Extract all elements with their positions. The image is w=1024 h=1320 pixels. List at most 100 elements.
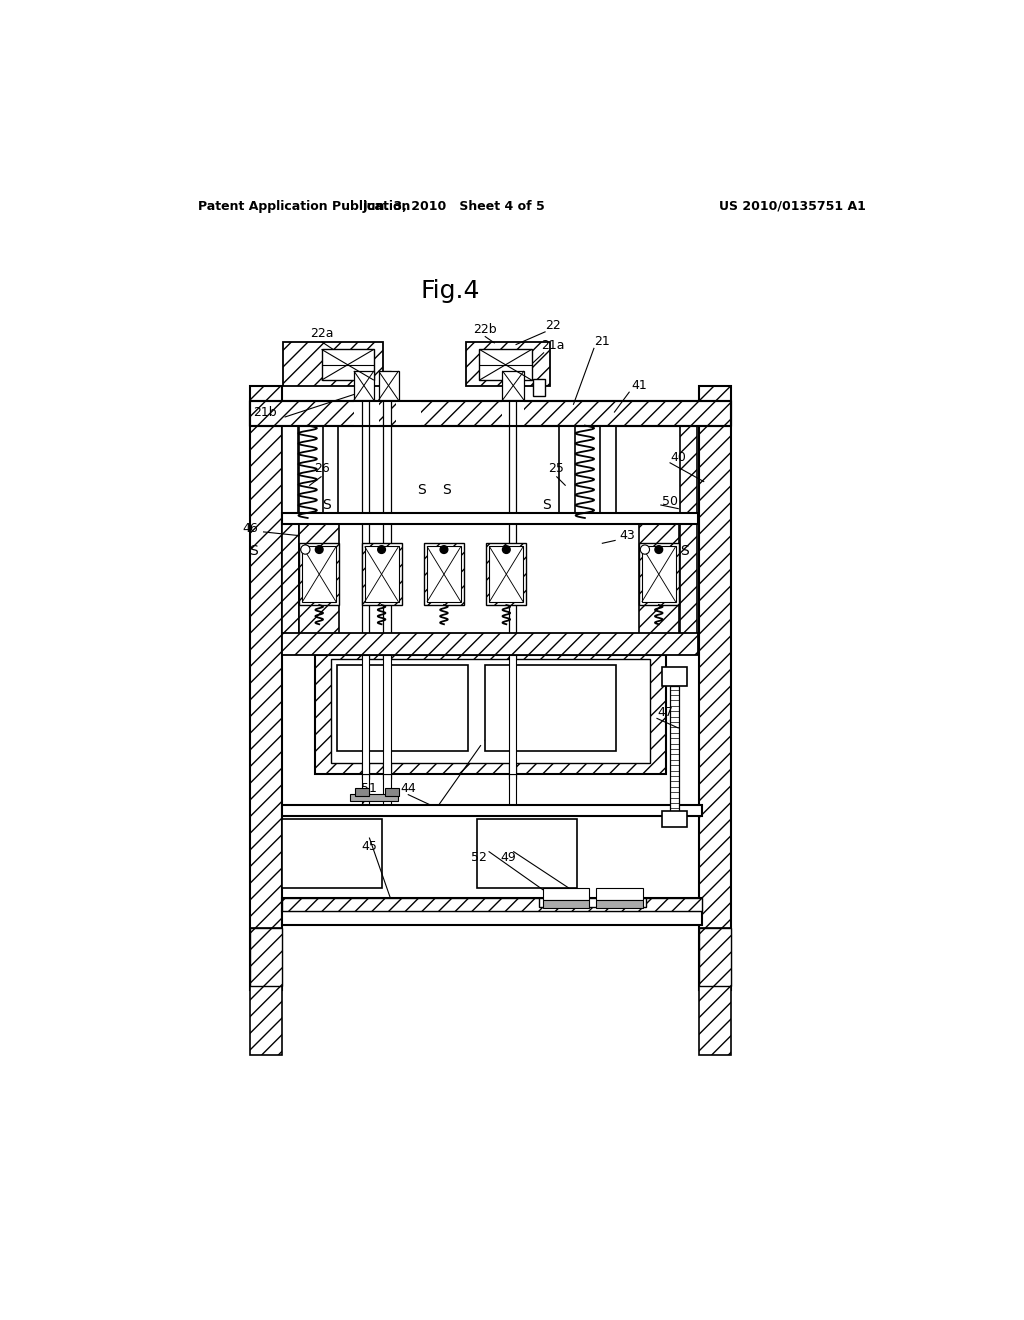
Bar (361, 775, 370, 805)
Circle shape (655, 545, 663, 553)
Bar (283, 425, 298, 517)
Text: 46: 46 (242, 521, 258, 535)
Text: Fig.4: Fig.4 (421, 279, 480, 302)
Bar (283, 512, 698, 524)
Text: Patent Application Publication: Patent Application Publication (199, 199, 411, 213)
Bar (383, 775, 391, 805)
Text: 51: 51 (361, 781, 377, 795)
Bar (477, 818, 578, 888)
Text: S: S (681, 544, 689, 558)
Bar (596, 888, 643, 900)
Bar (283, 342, 383, 387)
Bar (283, 911, 701, 925)
Circle shape (301, 545, 310, 554)
Text: 43: 43 (620, 529, 635, 543)
Bar (383, 655, 391, 775)
Bar (354, 371, 374, 400)
Bar (283, 634, 698, 655)
Bar (509, 655, 516, 775)
Circle shape (503, 545, 510, 553)
Text: 22b: 22b (473, 323, 497, 335)
Circle shape (378, 545, 385, 553)
Text: 42b: 42b (366, 677, 389, 690)
Bar (283, 898, 701, 911)
Bar (479, 350, 531, 380)
Bar (331, 659, 650, 763)
Bar (532, 379, 545, 396)
Text: 50: 50 (662, 495, 678, 508)
Text: S: S (542, 498, 551, 512)
Bar (299, 517, 339, 642)
Bar (322, 350, 374, 380)
Bar (250, 385, 283, 990)
Bar (600, 425, 615, 517)
Bar (337, 665, 468, 751)
Circle shape (640, 545, 649, 554)
Text: 21b: 21b (254, 407, 278, 418)
Bar (539, 898, 646, 907)
Bar (350, 793, 397, 801)
Text: S: S (417, 483, 426, 496)
Bar (283, 425, 299, 642)
Text: 26: 26 (313, 462, 330, 475)
Bar (484, 665, 615, 751)
Text: 40: 40 (671, 450, 687, 463)
Text: 41: 41 (631, 379, 646, 392)
Text: S: S (442, 483, 451, 496)
Bar (466, 342, 550, 387)
Text: S: S (250, 544, 258, 558)
Bar (639, 517, 679, 642)
Bar (543, 888, 589, 900)
Bar (315, 655, 666, 775)
Bar (383, 371, 391, 779)
Bar (302, 546, 336, 602)
Bar (559, 425, 574, 517)
Text: S: S (323, 498, 332, 512)
Text: 49: 49 (500, 851, 516, 865)
Bar (680, 425, 696, 642)
Text: 25: 25 (549, 462, 564, 475)
Bar (427, 546, 461, 602)
Bar (323, 425, 339, 517)
Bar (250, 986, 283, 1056)
Bar (670, 686, 679, 813)
Bar (361, 371, 370, 779)
Text: 42a: 42a (496, 677, 519, 690)
Bar (283, 818, 382, 888)
Text: Jun. 3, 2010   Sheet 4 of 5: Jun. 3, 2010 Sheet 4 of 5 (362, 199, 546, 213)
Bar (642, 546, 676, 602)
Text: 52: 52 (471, 851, 486, 865)
Bar (354, 401, 379, 425)
Text: 21: 21 (594, 335, 609, 348)
Bar (662, 812, 686, 826)
Bar (698, 986, 731, 1056)
Bar (355, 788, 370, 796)
Bar (361, 655, 370, 775)
Text: 22: 22 (545, 319, 560, 333)
Bar (639, 544, 679, 605)
Bar (489, 546, 523, 602)
Text: 45: 45 (361, 840, 377, 853)
Text: 48: 48 (483, 733, 499, 746)
Bar (365, 546, 398, 602)
Text: 21a: 21a (541, 339, 564, 352)
Bar (662, 667, 686, 686)
Bar (250, 928, 283, 986)
Bar (543, 900, 589, 908)
Bar (698, 385, 731, 990)
Bar (250, 401, 731, 425)
Bar (596, 900, 643, 908)
Bar (283, 898, 701, 911)
Bar (698, 928, 731, 986)
Bar (379, 371, 398, 400)
Bar (283, 805, 701, 816)
Text: O: O (534, 381, 544, 395)
Bar (396, 401, 421, 425)
Bar (424, 544, 464, 605)
Bar (503, 371, 524, 400)
Bar (509, 371, 516, 779)
Bar (299, 544, 339, 605)
Bar (509, 775, 516, 805)
Bar (486, 544, 526, 605)
Text: 47: 47 (657, 706, 674, 719)
